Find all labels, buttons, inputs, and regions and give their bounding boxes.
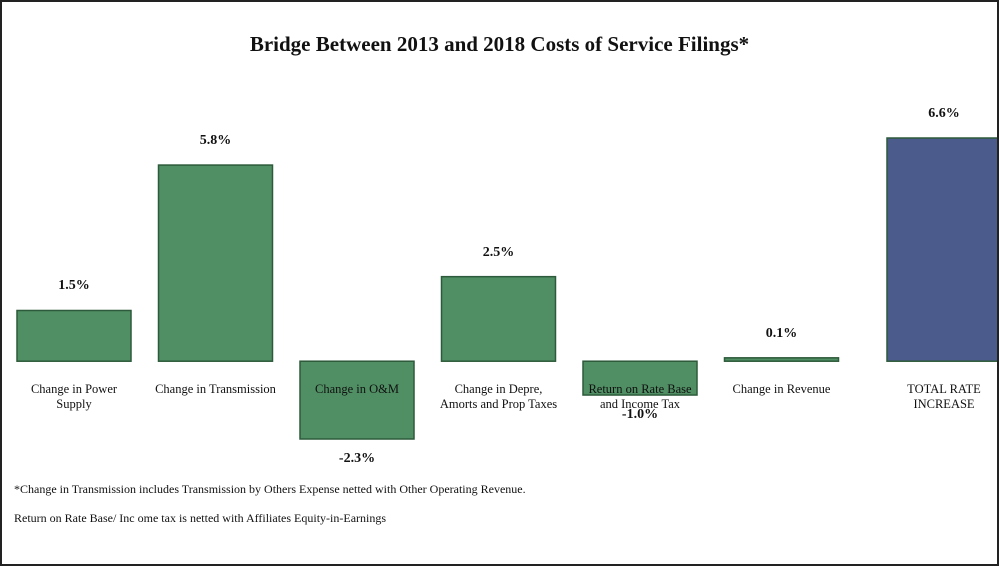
value-label: 1.5% (58, 278, 90, 294)
chart-title: Bridge Between 2013 and 2018 Costs of Se… (249, 32, 750, 56)
value-label: 6.6% (928, 106, 960, 121)
value-label: 0.1% (765, 325, 798, 341)
value-label: 2.5% (482, 244, 515, 260)
x-tick-label: Change in Revenue (732, 382, 831, 396)
x-tick-label: Change in Transmission (155, 382, 276, 396)
value-label: -1.0% (621, 407, 659, 423)
footnote: Return on Rate Base/ Inc ome tax is nett… (14, 511, 387, 525)
x-tick-label: TOTAL RATE INCREASE (907, 382, 981, 411)
bar (723, 357, 840, 362)
x-tick-label: Return on Rate Base and Income Tax (588, 382, 692, 411)
footnote: *Change in Transmission includes Transmi… (14, 482, 526, 496)
x-tick-label: Change in O&M (314, 382, 400, 396)
value-label: 5.8% (199, 133, 232, 149)
bar (16, 309, 132, 362)
bar (157, 164, 274, 362)
bar (886, 137, 997, 362)
x-tick-label: Change in Depre, Amorts and Prop Taxes (439, 382, 558, 411)
x-tick-label: Change in Power Supply (30, 382, 118, 411)
value-label: -2.3% (338, 451, 376, 466)
bar (440, 275, 557, 362)
bar (582, 360, 698, 396)
bar (299, 360, 415, 440)
